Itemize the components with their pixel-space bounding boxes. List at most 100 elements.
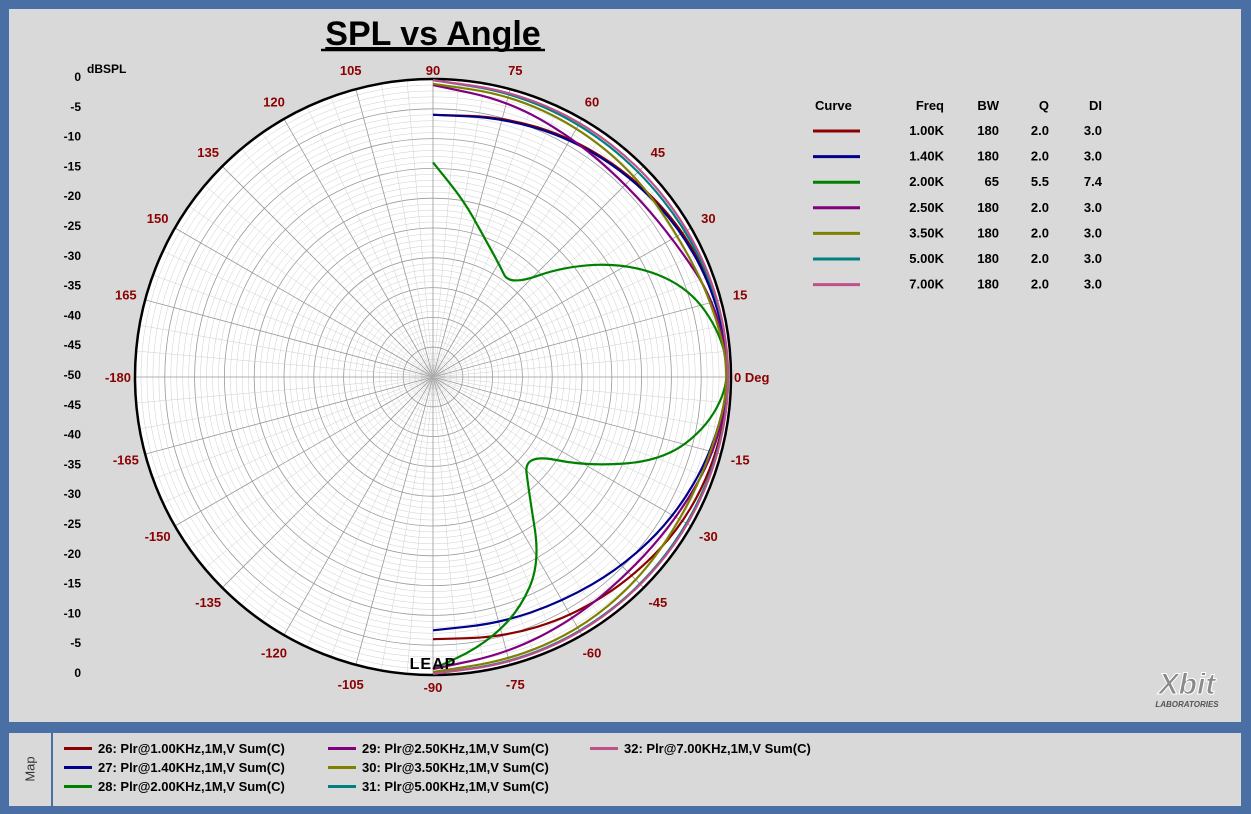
- angle-labels: 0 Deg 15 30 45 60 75 90 105 120 135 150 165 -180 -165…: [105, 63, 769, 695]
- angle-label: -30: [699, 529, 718, 544]
- radial-tick-label: -45: [64, 398, 82, 412]
- table-cell-q: 2.0: [1031, 251, 1049, 266]
- table-cell-freq: 2.50K: [909, 200, 944, 215]
- legend-label: 32: Plr@7.00KHz,1M,V Sum(C): [624, 741, 811, 756]
- table-cell-bw: 180: [977, 149, 999, 164]
- legend-item[interactable]: 29: Plr@2.50KHz,1M,V Sum(C): [328, 741, 549, 756]
- grid-spoke: [432, 227, 692, 378]
- radial-tick-label: -15: [64, 159, 82, 173]
- grid-spoke: [432, 376, 678, 549]
- angle-label: 150: [147, 211, 169, 226]
- table-cell-freq: 2.00K: [909, 174, 944, 189]
- table-cell-q: 2.0: [1031, 149, 1049, 164]
- grid-spoke: [432, 376, 714, 480]
- radial-tick-label: -10: [64, 130, 82, 144]
- table-cell-bw: 180: [977, 123, 999, 138]
- grid-spoke: [432, 89, 511, 378]
- legend-swatch: [64, 766, 92, 769]
- grid-spoke: [241, 376, 434, 606]
- angle-label: -150: [145, 529, 171, 544]
- radial-tick-label: 0: [74, 666, 81, 680]
- legend-label: 26: Plr@1.00KHz,1M,V Sum(C): [98, 741, 285, 756]
- table-cell-di: 3.0: [1084, 123, 1102, 138]
- outer-ring: [133, 77, 733, 677]
- grid-spoke: [381, 83, 434, 378]
- map-panel: Map 26: Plr@1.00KHz,1M,V Sum(C) 27: Plr@1…: [9, 733, 1241, 806]
- angle-label: -60: [583, 645, 602, 660]
- angle-label: 90: [426, 63, 440, 78]
- legend-item[interactable]: 28: Plr@2.00KHz,1M,V Sum(C): [64, 779, 285, 794]
- grid-spoke: [381, 376, 434, 671]
- grid-spoke: [145, 299, 434, 378]
- grid-spoke: [432, 350, 730, 378]
- legend-swatch: [328, 785, 356, 788]
- radial-tick-label: -30: [64, 487, 82, 501]
- grid-spoke: [432, 376, 704, 504]
- legend-item[interactable]: 32: Plr@7.00KHz,1M,V Sum(C): [590, 741, 811, 756]
- grid-spoke: [174, 376, 434, 527]
- radial-tick-labels: 0-5-10-15-20-25-30-35-40-45-50-45-40-35-…: [64, 70, 82, 680]
- table-cell-q: 5.5: [1031, 174, 1049, 189]
- table-cell-bw: 180: [977, 251, 999, 266]
- angle-label: 120: [263, 95, 285, 110]
- legend-swatch: [590, 747, 618, 750]
- table-header-q: Q: [1039, 98, 1049, 113]
- chart-title: SPL vs Angle: [325, 15, 540, 53]
- legend-item[interactable]: 30: Plr@3.50KHz,1M,V Sum(C): [328, 760, 549, 775]
- table-header-curve: Curve: [815, 98, 852, 113]
- grid-spoke: [306, 376, 434, 648]
- legend-item[interactable]: 27: Plr@1.40KHz,1M,V Sum(C): [64, 760, 285, 775]
- radial-tick-label: -50: [64, 368, 82, 382]
- table-cell-di: 3.0: [1084, 277, 1102, 292]
- grid-spoke: [221, 376, 434, 589]
- series-curve-29: [432, 83, 729, 671]
- angle-label: 165: [115, 288, 137, 303]
- angle-label: 30: [701, 211, 715, 226]
- grid-spoke: [432, 274, 714, 378]
- legend-label: 30: Plr@3.50KHz,1M,V Sum(C): [362, 760, 549, 775]
- radial-tick-label: -20: [64, 189, 82, 203]
- grid-spoke: [221, 165, 434, 378]
- table-cell-bw: 180: [977, 277, 999, 292]
- grid-spoke: [139, 325, 434, 378]
- map-tab[interactable]: Map: [9, 733, 53, 806]
- table-cell-bw: 180: [977, 225, 999, 240]
- angle-label: 105: [340, 63, 362, 78]
- table-cell-q: 2.0: [1031, 277, 1049, 292]
- grid-spoke: [432, 376, 645, 589]
- series-curve-32: [432, 79, 730, 675]
- legend-item[interactable]: 31: Plr@5.00KHz,1M,V Sum(C): [328, 779, 549, 794]
- grid-spoke: [432, 376, 721, 455]
- radial-tick-label: -45: [64, 338, 82, 352]
- radial-tick-label: -30: [64, 249, 82, 263]
- grid-spoke: [283, 376, 434, 636]
- grid-spoke: [330, 376, 434, 658]
- radial-tick-label: 0: [74, 70, 81, 84]
- table-header-di: DI: [1089, 98, 1102, 113]
- table-cell-freq: 3.50K: [909, 225, 944, 240]
- curve-table: Curve Freq BW Q DI 1.00K 180 2.0 3.0 1.40K 180 2.0 3…: [813, 98, 1103, 292]
- legend-item[interactable]: 26: Plr@1.00KHz,1M,V Sum(C): [64, 741, 285, 756]
- grid-spoke: [406, 376, 434, 674]
- radial-tick-label: -25: [64, 517, 82, 531]
- grid-spoke: [355, 376, 434, 665]
- table-cell-bw: 180: [977, 200, 999, 215]
- legend-label: 31: Plr@5.00KHz,1M,V Sum(C): [362, 779, 549, 794]
- grid-spoke: [432, 376, 730, 404]
- grid-spoke: [152, 376, 434, 480]
- angle-label: -45: [648, 595, 667, 610]
- legend-label: 29: Plr@2.50KHz,1M,V Sum(C): [362, 741, 549, 756]
- grid-spoke: [241, 148, 434, 378]
- plot-panel: SPL vs Angle dBSPL 0 -5 -10 -15 -20 -25 -30 -35…: [9, 9, 1241, 722]
- polar-grid: [133, 77, 733, 677]
- grid-spoke: [432, 106, 560, 378]
- grid-spoke: [432, 132, 605, 378]
- table-cell-di: 3.0: [1084, 225, 1102, 240]
- grid-spoke: [432, 205, 678, 378]
- grid-spoke: [306, 106, 434, 378]
- angle-label: -105: [338, 677, 364, 692]
- grid-spoke: [432, 376, 460, 674]
- radial-tick-label: -15: [64, 577, 82, 591]
- grid-spoke: [432, 83, 485, 378]
- angle-label: -180: [105, 370, 131, 385]
